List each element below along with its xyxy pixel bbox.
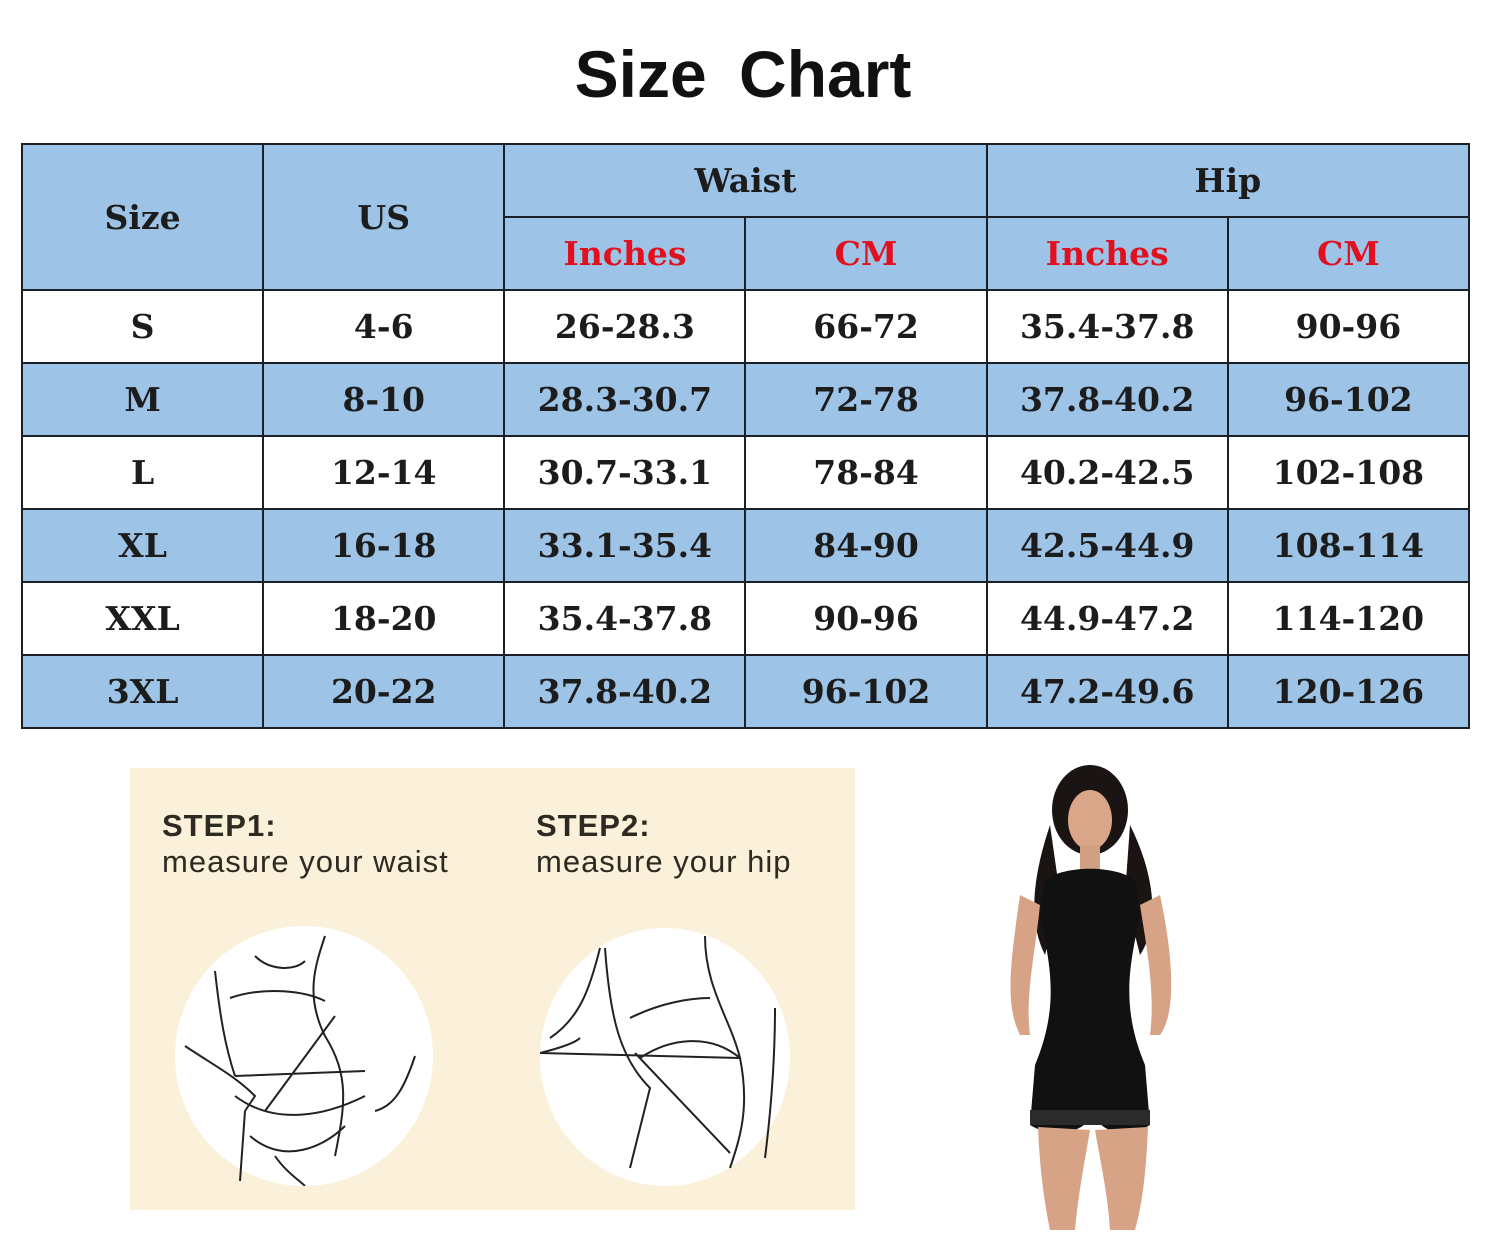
header-hip: Hip bbox=[985, 143, 1471, 218]
header-size: Size bbox=[20, 143, 265, 291]
hip-measure-icon bbox=[540, 935, 776, 1169]
cell-us: 20-22 bbox=[262, 654, 506, 729]
cell-us: 16-18 bbox=[262, 508, 506, 583]
cell-size: 3XL bbox=[20, 654, 265, 729]
cell-hip-inches: 40.2-42.5 bbox=[985, 435, 1229, 510]
cell-hip-cm: 96-102 bbox=[1226, 362, 1471, 437]
cell-hip-inches: 44.9-47.2 bbox=[985, 581, 1229, 656]
header-hip-cm: CM bbox=[1226, 216, 1471, 291]
step-2-label: STEP2: bbox=[536, 808, 651, 843]
table-row: S 4-6 26-28.3 66-72 35.4-37.8 90-96 bbox=[20, 289, 1471, 364]
cell-waist-cm: 66-72 bbox=[744, 289, 988, 364]
step-1: STEP1: measure your waist bbox=[162, 808, 449, 880]
waist-measure-icon bbox=[184, 935, 416, 1186]
cell-us: 12-14 bbox=[262, 435, 506, 510]
cell-hip-inches: 37.8-40.2 bbox=[985, 362, 1229, 437]
table-row: XL 16-18 33.1-35.4 84-90 42.5-44.9 108-114 bbox=[20, 508, 1471, 583]
cell-hip-cm: 102-108 bbox=[1226, 435, 1471, 510]
cell-size: XXL bbox=[20, 581, 265, 656]
cell-waist-inches: 28.3-30.7 bbox=[503, 362, 747, 437]
cell-hip-cm: 120-126 bbox=[1226, 654, 1471, 729]
subheader-row: Inches CM Inches CM bbox=[22, 216, 1471, 291]
cell-hip-cm: 108-114 bbox=[1226, 508, 1471, 583]
cell-hip-inches: 47.2-49.6 bbox=[985, 654, 1229, 729]
cell-waist-cm: 78-84 bbox=[744, 435, 988, 510]
cell-hip-inches: 35.4-37.8 bbox=[985, 289, 1229, 364]
hip-illustration bbox=[540, 928, 790, 1186]
header-hip-inches: Inches bbox=[985, 216, 1229, 291]
cell-size: M bbox=[20, 362, 265, 437]
cell-waist-cm: 84-90 bbox=[744, 508, 988, 583]
cell-waist-cm: 90-96 bbox=[744, 581, 988, 656]
cell-size: S bbox=[20, 289, 265, 364]
header-waist-cm: CM bbox=[744, 216, 988, 291]
waist-illustration bbox=[175, 926, 433, 1186]
header-row: Size US Waist Hip bbox=[20, 143, 1471, 291]
cell-waist-inches: 35.4-37.8 bbox=[503, 581, 747, 656]
cell-us: 4-6 bbox=[262, 289, 506, 364]
page-title: Size Chart bbox=[574, 37, 912, 111]
cell-size: L bbox=[20, 435, 265, 510]
cell-waist-cm: 96-102 bbox=[744, 654, 988, 729]
cell-waist-inches: 37.8-40.2 bbox=[503, 654, 747, 729]
table-row: L 12-14 30.7-33.1 78-84 40.2-42.5 102-108 bbox=[20, 435, 1471, 510]
cell-size: XL bbox=[20, 508, 265, 583]
step-2: STEP2: measure your hip bbox=[536, 808, 792, 880]
cell-waist-cm: 72-78 bbox=[744, 362, 988, 437]
table-row: 3XL 20-22 37.8-40.2 96-102 47.2-49.6 120-126 bbox=[20, 654, 1471, 729]
cell-hip-inches: 42.5-44.9 bbox=[985, 508, 1229, 583]
measure-instructions-panel: STEP1: measure your waist STEP2: measure… bbox=[130, 768, 855, 1210]
table-row: XXL 18-20 35.4-37.8 90-96 44.9-47.2 114-120 bbox=[20, 581, 1471, 656]
table-row: M 8-10 28.3-30.7 72-78 37.8-40.2 96-102 bbox=[20, 362, 1471, 437]
step-1-text: measure your waist bbox=[162, 844, 449, 879]
cell-hip-cm: 90-96 bbox=[1226, 289, 1471, 364]
cell-waist-inches: 33.1-35.4 bbox=[503, 508, 747, 583]
header-waist-inches: Inches bbox=[503, 216, 747, 291]
cell-waist-inches: 26-28.3 bbox=[503, 289, 747, 364]
cell-us: 8-10 bbox=[262, 362, 506, 437]
step-1-label: STEP1: bbox=[162, 808, 277, 843]
model-photo bbox=[1010, 765, 1172, 1230]
step-2-text: measure your hip bbox=[536, 844, 792, 879]
cell-us: 18-20 bbox=[262, 581, 506, 656]
header-waist: Waist bbox=[503, 143, 988, 218]
header-us: US bbox=[262, 143, 506, 291]
cell-hip-cm: 114-120 bbox=[1226, 581, 1471, 656]
cell-waist-inches: 30.7-33.1 bbox=[503, 435, 747, 510]
